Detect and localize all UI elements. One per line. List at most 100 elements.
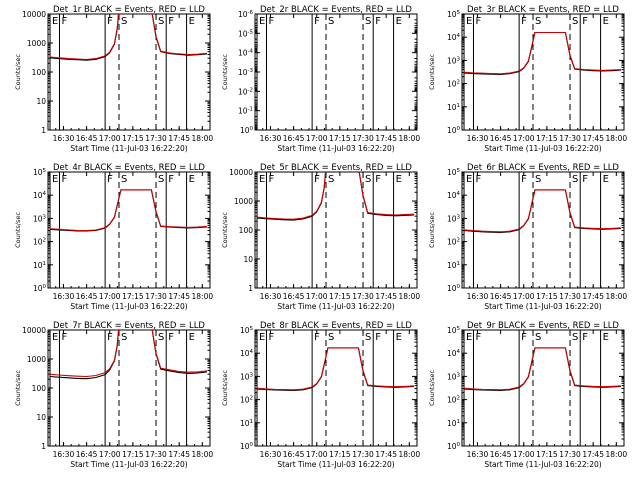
y-tick-label: 105 <box>447 168 461 177</box>
marker-label: S <box>365 332 371 343</box>
x-tick-label: 17:15 <box>122 134 144 143</box>
lld-series-line <box>49 14 207 61</box>
marker-label: S <box>158 174 164 185</box>
x-tick-label: 17:00 <box>513 450 535 459</box>
marker-label: S <box>365 16 371 27</box>
x-axis-label: Start Time (11-Jul-03 16:22:20) <box>484 144 601 153</box>
marker-label: F <box>107 16 113 27</box>
marker-label: S <box>535 16 541 27</box>
marker-label: F <box>582 332 588 343</box>
y-tick-label: 100 <box>447 284 461 293</box>
lld-series-line <box>49 330 207 378</box>
x-tick-label: 17:30 <box>145 292 167 301</box>
y-tick-label: 100 <box>239 226 254 235</box>
x-tick-label: 16:30 <box>53 450 75 459</box>
marker-label: F <box>61 174 67 185</box>
x-tick-label: 16:30 <box>260 450 282 459</box>
y-axis-label: Counts/sec <box>14 212 22 248</box>
x-tick-label: 17:30 <box>352 134 374 143</box>
x-tick-label: 17:30 <box>559 292 581 301</box>
marker-label: E <box>259 174 265 185</box>
y-tick-label: 105 <box>33 168 47 177</box>
x-tick-label: 18:00 <box>192 450 214 459</box>
x-tick-label: 17:30 <box>145 134 167 143</box>
marker-label: F <box>375 332 381 343</box>
x-tick-label: 17:15 <box>536 292 558 301</box>
marker-label: F <box>375 174 381 185</box>
marker-label: F <box>475 174 481 185</box>
x-tick-label: 16:45 <box>283 292 305 301</box>
lld-series-line <box>256 347 414 391</box>
y-tick-label: 10 <box>36 97 46 106</box>
marker-label: S <box>572 332 578 343</box>
x-tick-label: 17:45 <box>168 292 190 301</box>
x-tick-label: 18:00 <box>606 292 628 301</box>
marker-label: F <box>475 332 481 343</box>
marker-label: S <box>535 332 541 343</box>
x-tick-label: 17:00 <box>306 292 328 301</box>
x-tick-label: 16:30 <box>53 292 75 301</box>
y-tick-label: 100 <box>240 442 254 451</box>
chart-title: Det_7r BLACK = Events, RED = LLD <box>53 321 205 331</box>
x-axis-label: Start Time (11-Jul-03 16:22:20) <box>70 144 187 153</box>
x-axis-label: Start Time (11-Jul-03 16:22:20) <box>277 302 394 311</box>
x-tick-label: 17:45 <box>582 134 604 143</box>
lld-series-line <box>256 172 414 220</box>
marker-label: S <box>328 332 334 343</box>
marker-label: E <box>603 174 609 185</box>
chart-panel: 16:30 16:45 17:00 17:15 17:30 17:45 18:00 100 10… <box>428 5 627 153</box>
x-tick-label: 16:45 <box>490 292 512 301</box>
x-tick-label: 17:00 <box>513 134 535 143</box>
chart-title: Det_2r BLACK = Events, RED = LLD <box>260 5 412 15</box>
y-tick-label: 1 <box>248 284 253 293</box>
x-tick-label: 18:00 <box>399 134 421 143</box>
marker-label: F <box>314 174 320 185</box>
x-tick-label: 16:45 <box>76 450 98 459</box>
marker-label: S <box>535 174 541 185</box>
y-tick-label: 1 <box>41 126 46 135</box>
chart-title: Det_3r BLACK = Events, RED = LLD <box>467 5 619 15</box>
marker-label: F <box>168 174 174 185</box>
y-tick-label: 10-2 <box>238 87 253 96</box>
marker-label: E <box>52 16 58 27</box>
y-axis-label: Counts/sec <box>428 212 436 248</box>
marker-label: S <box>572 16 578 27</box>
marker-label: S <box>121 16 127 27</box>
y-tick-label: 104 <box>447 191 461 200</box>
x-axis-label: Start Time (11-Jul-03 16:22:20) <box>277 144 394 153</box>
events-series-line <box>256 347 414 391</box>
y-axis-label: Counts/sec <box>428 54 436 90</box>
x-tick-label: 17:45 <box>375 292 397 301</box>
marker-label: F <box>268 174 274 185</box>
x-tick-label: 17:00 <box>99 450 121 459</box>
y-tick-label: 10000 <box>22 326 46 335</box>
y-tick-label: 104 <box>447 33 461 42</box>
x-tick-label: 17:15 <box>536 450 558 459</box>
y-tick-label: 100 <box>240 126 254 135</box>
y-tick-label: 102 <box>240 396 253 405</box>
x-tick-label: 17:15 <box>122 292 144 301</box>
marker-label: F <box>107 332 113 343</box>
y-tick-label: 10 <box>36 413 46 422</box>
y-tick-label: 10-5 <box>238 29 254 38</box>
chart-title: Det_6r BLACK = Events, RED = LLD <box>467 163 619 173</box>
plot-frame <box>254 329 418 447</box>
marker-label: E <box>466 332 472 343</box>
y-axis-label: Counts/sec <box>14 370 22 406</box>
chart-panel: 16:30 16:45 17:00 17:15 17:30 17:45 18:00 100 10… <box>428 321 627 469</box>
y-axis-label: Counts/sec <box>14 54 22 90</box>
x-axis-label: Start Time (11-Jul-03 16:22:20) <box>70 460 187 469</box>
marker-label: E <box>603 16 609 27</box>
marker-label: F <box>61 16 67 27</box>
y-tick-label: 101 <box>240 419 253 428</box>
x-tick-label: 17:45 <box>375 134 397 143</box>
y-tick-label: 100 <box>447 126 461 135</box>
plot-frame <box>461 171 625 289</box>
x-tick-label: 16:45 <box>283 450 305 459</box>
marker-label: E <box>466 16 472 27</box>
marker-label: S <box>365 174 371 185</box>
marker-label: E <box>189 332 195 343</box>
marker-label: F <box>268 332 274 343</box>
y-tick-label: 103 <box>447 214 461 223</box>
